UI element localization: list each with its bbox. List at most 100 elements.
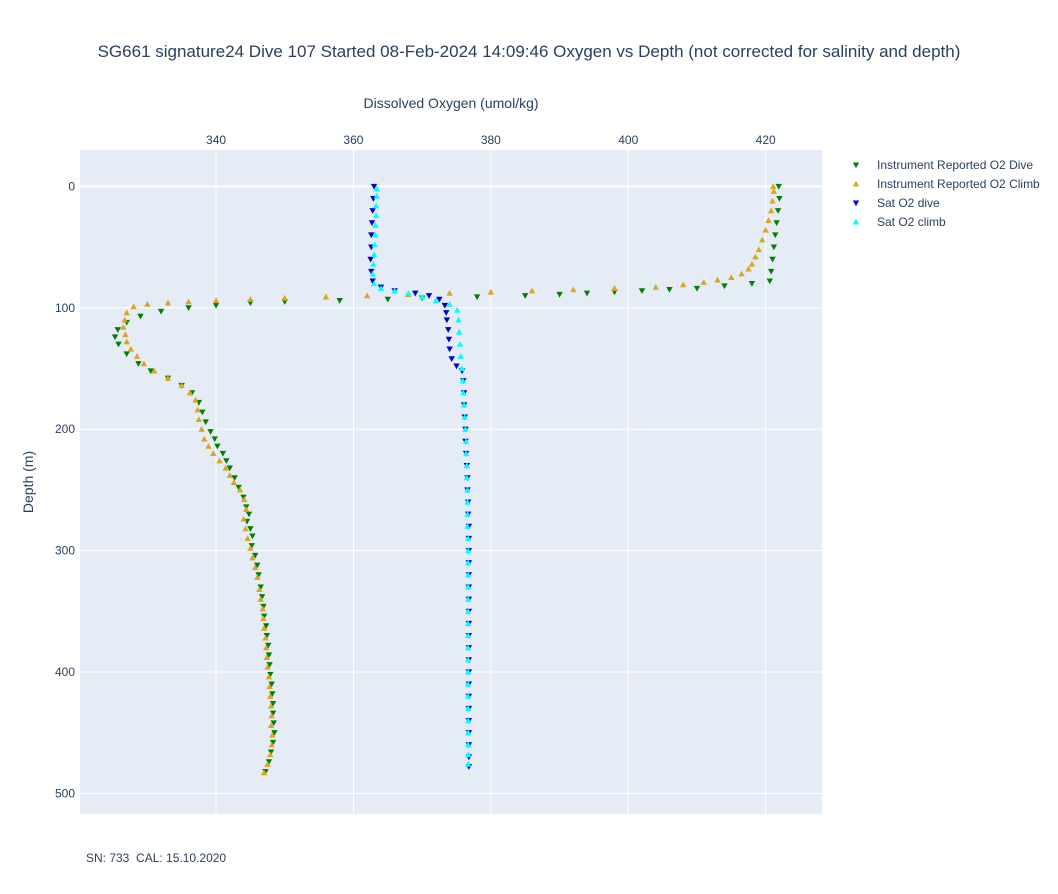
data-point bbox=[448, 356, 455, 362]
data-point bbox=[164, 375, 172, 381]
data-point bbox=[464, 632, 472, 639]
data-point bbox=[120, 324, 127, 330]
data-point bbox=[755, 246, 762, 253]
data-point bbox=[251, 564, 259, 571]
data-point bbox=[405, 290, 412, 296]
x-tick-label: 360 bbox=[343, 133, 363, 147]
data-point bbox=[201, 435, 208, 442]
data-point bbox=[216, 457, 223, 464]
data-point bbox=[269, 710, 277, 717]
data-point bbox=[267, 671, 274, 678]
data-point bbox=[199, 409, 206, 416]
legend-marker bbox=[852, 218, 860, 225]
data-point bbox=[262, 623, 270, 630]
data-point bbox=[198, 425, 205, 432]
data-point bbox=[269, 700, 277, 707]
data-point bbox=[267, 702, 275, 709]
data-point bbox=[369, 270, 376, 277]
data-point bbox=[693, 285, 701, 292]
data-point bbox=[652, 283, 659, 290]
data-point bbox=[464, 656, 472, 663]
data-point bbox=[265, 673, 273, 680]
data-point bbox=[370, 183, 378, 190]
data-point bbox=[767, 207, 775, 214]
data-point bbox=[205, 442, 212, 449]
data-point bbox=[666, 287, 673, 293]
data-point bbox=[436, 296, 443, 303]
data-point bbox=[226, 472, 233, 478]
x-tick-label: 400 bbox=[618, 133, 638, 147]
series-sat-o2-climb bbox=[369, 185, 472, 767]
data-point bbox=[226, 465, 233, 472]
data-point bbox=[441, 302, 449, 309]
data-point bbox=[265, 759, 273, 766]
data-point bbox=[269, 739, 277, 746]
legend-item[interactable]: Sat O2 dive bbox=[852, 196, 940, 210]
data-point bbox=[219, 450, 227, 457]
data-point bbox=[368, 232, 375, 239]
data-point bbox=[260, 613, 268, 620]
data-point bbox=[263, 632, 271, 639]
data-point bbox=[260, 625, 268, 631]
data-point bbox=[212, 302, 220, 309]
data-point bbox=[271, 730, 278, 736]
data-point bbox=[267, 749, 275, 756]
data-point bbox=[123, 309, 130, 316]
data-point bbox=[556, 291, 563, 298]
data-point bbox=[262, 634, 269, 641]
data-point bbox=[363, 292, 371, 299]
data-point bbox=[460, 389, 467, 396]
data-point bbox=[370, 260, 377, 267]
data-point bbox=[463, 462, 471, 469]
data-point bbox=[432, 297, 440, 304]
data-point bbox=[770, 188, 778, 194]
x-tick-label: 380 bbox=[481, 133, 501, 147]
data-point bbox=[281, 294, 288, 301]
data-point bbox=[268, 741, 275, 748]
data-point bbox=[157, 308, 165, 315]
data-point bbox=[770, 183, 777, 189]
data-point bbox=[367, 256, 374, 263]
data-point bbox=[151, 367, 158, 374]
data-point bbox=[185, 305, 192, 312]
data-point bbox=[464, 523, 471, 529]
y-tick-label: 400 bbox=[55, 665, 75, 679]
legend-item[interactable]: Instrument Reported O2 Climb bbox=[852, 177, 1040, 191]
data-point bbox=[266, 683, 273, 690]
data-point bbox=[265, 642, 272, 649]
data-point bbox=[111, 334, 119, 341]
data-point bbox=[249, 554, 256, 561]
y-tick-label: 300 bbox=[55, 544, 75, 558]
data-point bbox=[240, 515, 247, 522]
legend[interactable]: Instrument Reported O2 Dive Instrument Re… bbox=[852, 158, 1040, 229]
data-point bbox=[464, 717, 472, 724]
data-point bbox=[210, 450, 217, 457]
x-tick-label: 340 bbox=[206, 133, 226, 147]
data-point bbox=[473, 294, 481, 301]
data-point bbox=[487, 288, 495, 295]
data-point bbox=[211, 436, 218, 443]
y-gridlines bbox=[80, 185, 822, 794]
data-point bbox=[127, 345, 135, 352]
data-point bbox=[251, 552, 259, 559]
data-point bbox=[264, 761, 271, 767]
data-point bbox=[178, 382, 185, 389]
legend-label: Sat O2 climb bbox=[877, 215, 946, 229]
data-point bbox=[268, 712, 275, 719]
y-tick-label: 500 bbox=[55, 786, 75, 800]
data-point bbox=[738, 270, 745, 277]
data-point bbox=[464, 583, 472, 590]
data-point bbox=[247, 296, 254, 302]
chart-title: SG661 signature24 Dive 107 Started 08-Fe… bbox=[98, 42, 961, 61]
data-point bbox=[384, 296, 391, 303]
data-point bbox=[464, 547, 472, 554]
data-point bbox=[453, 363, 460, 370]
data-point bbox=[114, 327, 121, 333]
x-tick-labels: 340 360 380 400 420 bbox=[206, 133, 776, 147]
legend-item[interactable]: Sat O2 climb bbox=[852, 215, 946, 229]
data-point bbox=[370, 251, 378, 257]
data-point bbox=[776, 195, 783, 202]
data-point bbox=[457, 353, 464, 359]
legend-item[interactable]: Instrument Reported O2 Dive bbox=[852, 158, 1034, 172]
data-point bbox=[192, 396, 199, 403]
